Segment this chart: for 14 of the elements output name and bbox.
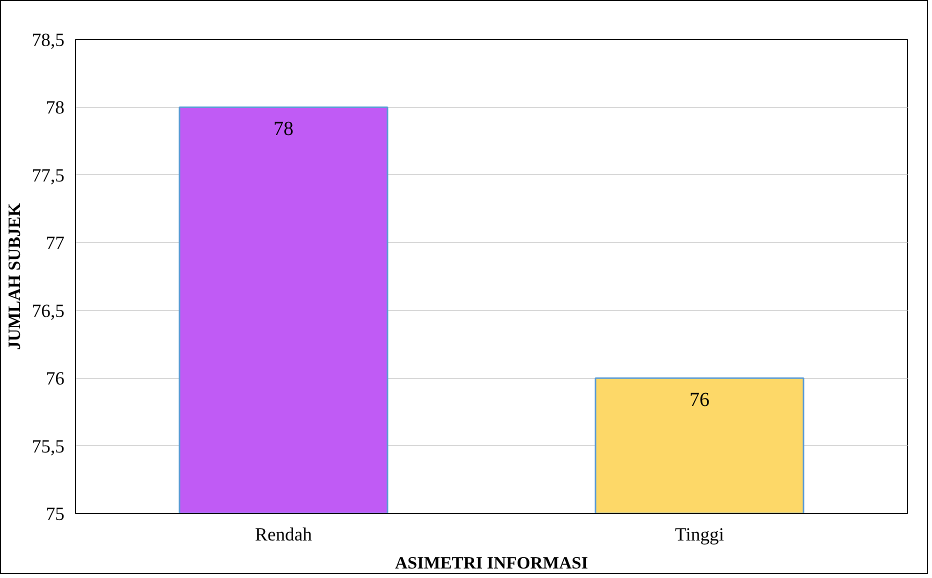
y-tick-label: 75	[46, 504, 64, 525]
y-tick-label: 76,5	[32, 300, 65, 322]
y-tick-label: 77,5	[32, 165, 65, 186]
y-tick-label: 75,5	[32, 436, 65, 458]
x-tick-label: Rendah	[255, 524, 313, 546]
y-tick-label: 77	[46, 233, 64, 254]
data-label: 78	[274, 118, 294, 140]
y-tick-label: 76	[46, 368, 64, 390]
y-tick-label: 78,5	[32, 30, 65, 51]
x-axis-title: ASIMETRI INFORMASI	[394, 554, 588, 572]
y-tick-label: 78	[46, 98, 64, 119]
data-label: 76	[690, 389, 710, 412]
y-axis-title: JUMLAH SUBJEK	[4, 202, 24, 350]
x-tick-label: Tinggi	[674, 524, 724, 546]
